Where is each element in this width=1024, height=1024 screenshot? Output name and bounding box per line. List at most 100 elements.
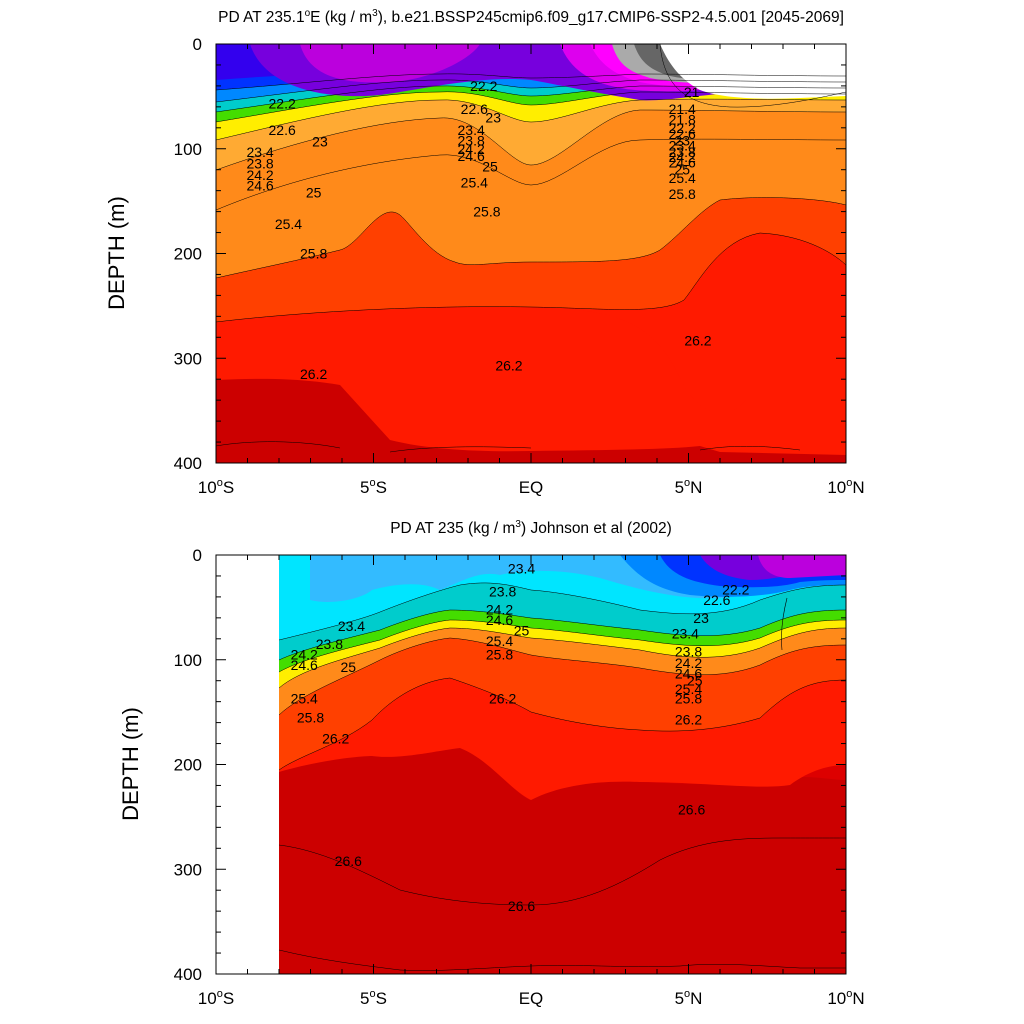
top-xtick-label: 10oS — [198, 477, 234, 497]
top-ytick-label: 300 — [174, 349, 202, 368]
top-contour-label: 25.4 — [275, 216, 302, 232]
bottom-ytick-label: 200 — [174, 756, 202, 775]
top-chart-title: PD AT 235.1oE (kg / m3), b.e21.BSSP245cm… — [218, 8, 844, 26]
bottom-contour-label: 24.2 — [675, 655, 702, 671]
bottom-contour-label: 22.2 — [722, 582, 749, 598]
top-yticklabels: 0 100 200 300 400 — [174, 35, 202, 473]
top-contour-label: 25 — [674, 162, 690, 178]
top-contour-label: 21 — [684, 84, 700, 100]
top-ytick-label: 400 — [174, 454, 202, 473]
bottom-contour-label: 26.6 — [678, 802, 705, 818]
bottom-contour-label: 25.4 — [291, 691, 318, 707]
top-contour-label: 21.4 — [669, 101, 696, 117]
top-xtick-label: 5oS — [360, 477, 387, 497]
top-contour-label: 26.2 — [300, 366, 327, 382]
bottom-ytick-label: 400 — [174, 965, 202, 984]
bottom-xtick-label: 10oS — [198, 988, 234, 1008]
top-contour-label: 23 — [312, 133, 328, 149]
top-contour-label: 23.4 — [246, 144, 273, 160]
top-contour-label: 23.8 — [246, 155, 273, 171]
bottom-contour-label: 26.2 — [675, 711, 702, 727]
top-contour-label: 25.8 — [300, 246, 327, 262]
top-contour-label: 22.2 — [669, 120, 696, 136]
bottom-panel: PD AT 235 (kg / m3) Johnson et al (2002) — [118, 519, 865, 1008]
bottom-contour-label: 24.2 — [486, 601, 513, 617]
top-contour-label: 25.4 — [669, 170, 696, 186]
bottom-contour-label: 26.2 — [322, 730, 349, 746]
top-contour-label: 25.4 — [461, 174, 488, 190]
top-xtick-label: 10oN — [827, 477, 864, 497]
bottom-contour-label: 23.4 — [672, 626, 699, 642]
bottom-contour-label: 26.2 — [489, 691, 516, 707]
top-contour-label: 23 — [485, 109, 501, 125]
top-contour-label: 24.2 — [458, 141, 485, 157]
bottom-yticklabels: 0 100 200 300 400 — [174, 546, 202, 984]
bottom-contour-label: 24.6 — [291, 657, 318, 673]
bottom-xtick-label: EQ — [519, 989, 544, 1008]
top-ytick-label: 200 — [174, 245, 202, 264]
top-contour-label: 22.6 — [461, 101, 488, 117]
top-contour-label: 23.4 — [458, 122, 485, 138]
top-contour-label: 26.2 — [495, 358, 522, 374]
top-contour-label: 23.8 — [458, 132, 485, 148]
bottom-ytick-label: 100 — [174, 651, 202, 670]
top-contour-label: 22.6 — [669, 126, 696, 142]
bottom-ticks — [215, 554, 847, 975]
bottom-contour-label: 23 — [693, 610, 709, 626]
bottom-contour-label: 25.8 — [486, 647, 513, 663]
top-contour-label: 22.2 — [269, 96, 296, 112]
bottom-xtick-label: 5oN — [675, 988, 703, 1008]
top-xtick-label: 5oN — [675, 477, 703, 497]
bottom-contour-field — [278, 555, 846, 974]
bottom-ytick-label: 300 — [174, 860, 202, 879]
top-contour-label: 26.2 — [684, 332, 711, 348]
top-contour-label: 25.8 — [669, 186, 696, 202]
top-contour-label: 24.6 — [246, 177, 273, 193]
bottom-contour-label: 23.8 — [675, 643, 702, 659]
bottom-contour-label: 25 — [514, 622, 530, 638]
bottom-contour-label: 23.4 — [338, 618, 365, 634]
top-contour-label: 22.6 — [269, 122, 296, 138]
bottom-contour-label: 24.6 — [675, 665, 702, 681]
top-contour-label: 22.2 — [470, 78, 497, 94]
top-contour-label: 23.4 — [669, 138, 696, 154]
bottom-ytick-label: 0 — [193, 546, 202, 565]
bottom-contour-labels: 23.423.423.824.224.62525.425.826.223.824… — [291, 561, 750, 914]
top-contour-label: 25 — [482, 159, 498, 175]
top-xtick-label: EQ — [519, 478, 544, 497]
top-contour-label: 25.8 — [473, 204, 500, 220]
bottom-xtick-label: 10oN — [827, 988, 864, 1008]
bottom-contour-label: 25 — [341, 659, 357, 675]
top-contour-label: 24.6 — [669, 154, 696, 170]
top-contour-label: 24.6 — [458, 148, 485, 164]
top-contour-label: 21.8 — [669, 111, 696, 127]
bottom-chart-title: PD AT 235 (kg / m3) Johnson et al (2002) — [390, 519, 672, 537]
bottom-contour-label: 22.6 — [703, 592, 730, 608]
top-contour-label: 23.8 — [669, 144, 696, 160]
bottom-contour-label: 23.4 — [508, 561, 535, 577]
bottom-contour-label: 23.8 — [316, 636, 343, 652]
bottom-contour-label: 25.4 — [675, 681, 702, 697]
bottom-contour-label: 26.6 — [508, 898, 535, 914]
bottom-contour-label: 25.8 — [675, 691, 702, 707]
top-contour-label: 25 — [306, 185, 322, 201]
bottom-contour-label: 25 — [687, 673, 703, 689]
bottom-contour-label: 24.2 — [291, 647, 318, 663]
bottom-ylabel: DEPTH (m) — [118, 707, 143, 821]
top-ytick-label: 100 — [174, 140, 202, 159]
bottom-xticklabels: 10oS 5oS EQ 5oN 10oN — [198, 988, 865, 1008]
top-ylabel: DEPTH (m) — [104, 196, 129, 310]
bottom-contour-label: 24.6 — [486, 612, 513, 628]
top-contour-field — [216, 44, 846, 463]
bottom-contour-label: 26.6 — [335, 853, 362, 869]
top-ytick-label: 0 — [193, 35, 202, 54]
bottom-contour-label: 25.8 — [297, 709, 324, 725]
top-xticklabels: 10oS 5oS EQ 5oN 10oN — [198, 477, 865, 497]
bottom-xtick-label: 5oS — [360, 988, 387, 1008]
bottom-contour-label: 25.4 — [486, 633, 513, 649]
top-panel: PD AT 235.1oE (kg / m3), b.e21.BSSP245cm… — [104, 8, 865, 497]
top-contour-label: 23 — [674, 132, 690, 148]
bottom-contour-label: 23.8 — [489, 584, 516, 600]
